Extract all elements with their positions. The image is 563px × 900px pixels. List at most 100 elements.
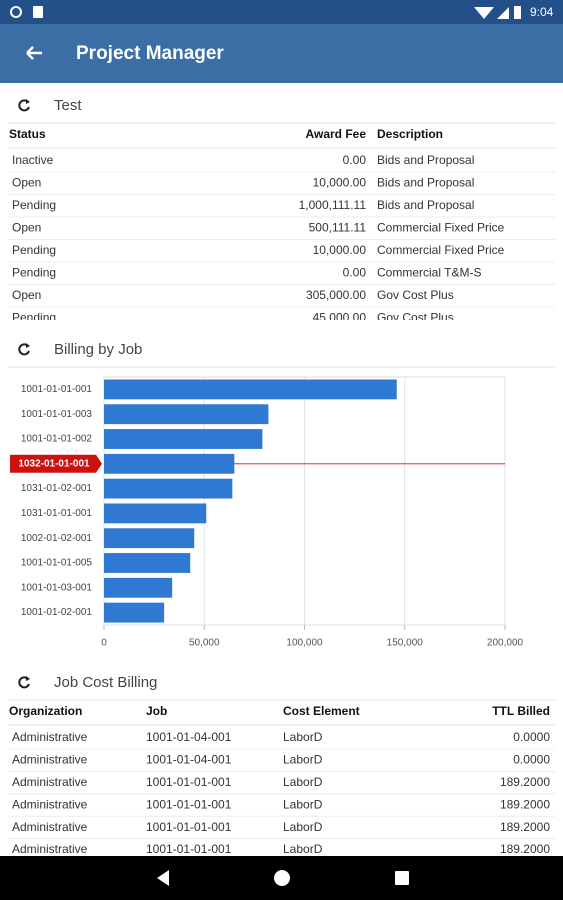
table-body: Inactive 0.00 Bids and Proposal Open 10,000.… — [8, 153, 555, 325]
y-tick-label: 1001-01-01-002 — [21, 434, 93, 445]
status-bar — [0, 0, 563, 24]
y-tick-label: 1001-01-01-003 — [21, 409, 93, 420]
app-title: Project Manager — [76, 43, 224, 64]
bar — [104, 602, 165, 623]
table-cell: Administrative — [12, 820, 88, 834]
table-cell: Administrative — [12, 753, 88, 767]
table-cell: Administrative — [12, 797, 88, 811]
table-cell: 189.2000 — [500, 820, 550, 834]
table-cell: 0.00 — [343, 266, 367, 280]
y-tick-label: 1002-01-02-001 — [21, 533, 93, 544]
table-cell: 0.0000 — [513, 730, 550, 744]
y-tick-label: 1001-01-02-001 — [21, 607, 93, 618]
table-cell: 10,000.00 — [313, 176, 367, 190]
wifi-icon — [474, 7, 494, 19]
y-tick-label: 1001-01-01-001 — [21, 384, 93, 395]
signal-icon — [497, 7, 509, 19]
nav-home[interactable] — [274, 870, 290, 886]
table-cell: LaborD — [283, 753, 323, 767]
table-cell: 1,000,111.11 — [299, 198, 367, 212]
x-tick-label: 150,000 — [387, 638, 424, 649]
column-header: Award Fee — [306, 127, 367, 141]
table-cell: Pending — [12, 311, 56, 325]
column-header: Description — [377, 127, 443, 141]
nav-back[interactable] — [157, 870, 169, 886]
panel-title: Job Cost Billing — [54, 674, 157, 691]
table-cell: Bids and Proposal — [377, 176, 474, 190]
table-cell: 1001-01-04-001 — [146, 753, 232, 767]
table-cell: Bids and Proposal — [377, 153, 474, 167]
table-cell: 305,000.00 — [306, 288, 366, 302]
bar — [104, 379, 397, 400]
table-cell: 10,000.00 — [313, 243, 367, 257]
table-cell: Gov Cost Plus — [377, 311, 454, 325]
column-header: Status — [9, 127, 46, 141]
column-header: Job — [146, 704, 167, 718]
table-cell: 1001-01-04-001 — [146, 730, 232, 744]
y-tick-label: 1001-01-01-005 — [21, 558, 93, 569]
y-tick-label: 1001-01-03-001 — [21, 582, 93, 593]
table-cell: 500,111.11 — [309, 221, 367, 235]
bar — [104, 577, 173, 598]
x-tick-label: 200,000 — [487, 638, 524, 649]
column-header: Organization — [9, 704, 82, 718]
table-cell: Commercial Fixed Price — [377, 243, 505, 257]
table-cell: Administrative — [12, 842, 88, 856]
table-cell: 1001-01-01-001 — [146, 775, 232, 789]
table-cell: LaborD — [283, 775, 323, 789]
bar — [104, 553, 191, 573]
panel-title: Billing by Job — [54, 341, 142, 358]
table-cell: Open — [12, 176, 41, 190]
table-cell: LaborD — [283, 820, 323, 834]
content: Status Award Fee Description Inactive 0.00 Bi… — [8, 127, 555, 856]
panel-title: Test — [54, 97, 82, 114]
nav-recents[interactable] — [395, 871, 409, 885]
bar — [104, 503, 207, 524]
table-cell: Pending — [12, 198, 56, 212]
column-header: TTL Billed — [492, 704, 550, 718]
table-cell: Open — [12, 288, 41, 302]
back-button[interactable] — [26, 46, 42, 60]
status-icon — [10, 6, 22, 18]
refresh-icon[interactable] — [18, 343, 30, 356]
column-header: Cost Element — [283, 704, 360, 718]
table-cell: Open — [12, 221, 41, 235]
table-cell: LaborD — [283, 797, 323, 811]
bar — [104, 478, 233, 499]
table-cell: Gov Cost Plus — [377, 288, 454, 302]
table-cell: 1001-01-01-001 — [146, 842, 232, 856]
x-tick-label: 50,000 — [189, 638, 220, 649]
battery-icon — [514, 6, 521, 19]
x-tick-label: 0 — [101, 638, 107, 649]
table-cell: Administrative — [12, 775, 88, 789]
table-cell: Administrative — [12, 730, 88, 744]
table-cell: LaborD — [283, 842, 323, 856]
x-tick-label: 100,000 — [286, 638, 323, 649]
app-bar — [0, 24, 563, 83]
table-cell: Commercial Fixed Price — [377, 221, 505, 235]
table-cell: 0.0000 — [513, 753, 550, 767]
table-cell: 1001-01-01-001 — [146, 797, 232, 811]
table-cell: 189.2000 — [500, 797, 550, 811]
refresh-icon[interactable] — [18, 676, 30, 689]
status-time: 9:04 — [530, 5, 554, 19]
y-tick-label: 1032-01-01-001 — [18, 458, 90, 469]
status-icon — [33, 6, 43, 18]
y-tick-label: 1031-01-01-001 — [21, 508, 93, 519]
table-cell: Pending — [12, 243, 56, 257]
table-cell: 1001-01-01-001 — [146, 820, 232, 834]
bar — [104, 453, 235, 474]
table-cell: Commercial T&M-S — [377, 266, 481, 280]
bar — [104, 528, 195, 549]
y-tick-label: 1031-01-02-001 — [21, 483, 93, 494]
refresh-icon[interactable] — [18, 99, 30, 112]
table-body: Administrative 1001-01-04-001 LaborD 0.0000… — [8, 730, 555, 856]
table-cell: 0.00 — [343, 153, 367, 167]
table-cell: 189.2000 — [500, 775, 550, 789]
table-cell: Pending — [12, 266, 56, 280]
bar — [104, 429, 263, 449]
table-cell: 45,000.00 — [313, 311, 367, 325]
